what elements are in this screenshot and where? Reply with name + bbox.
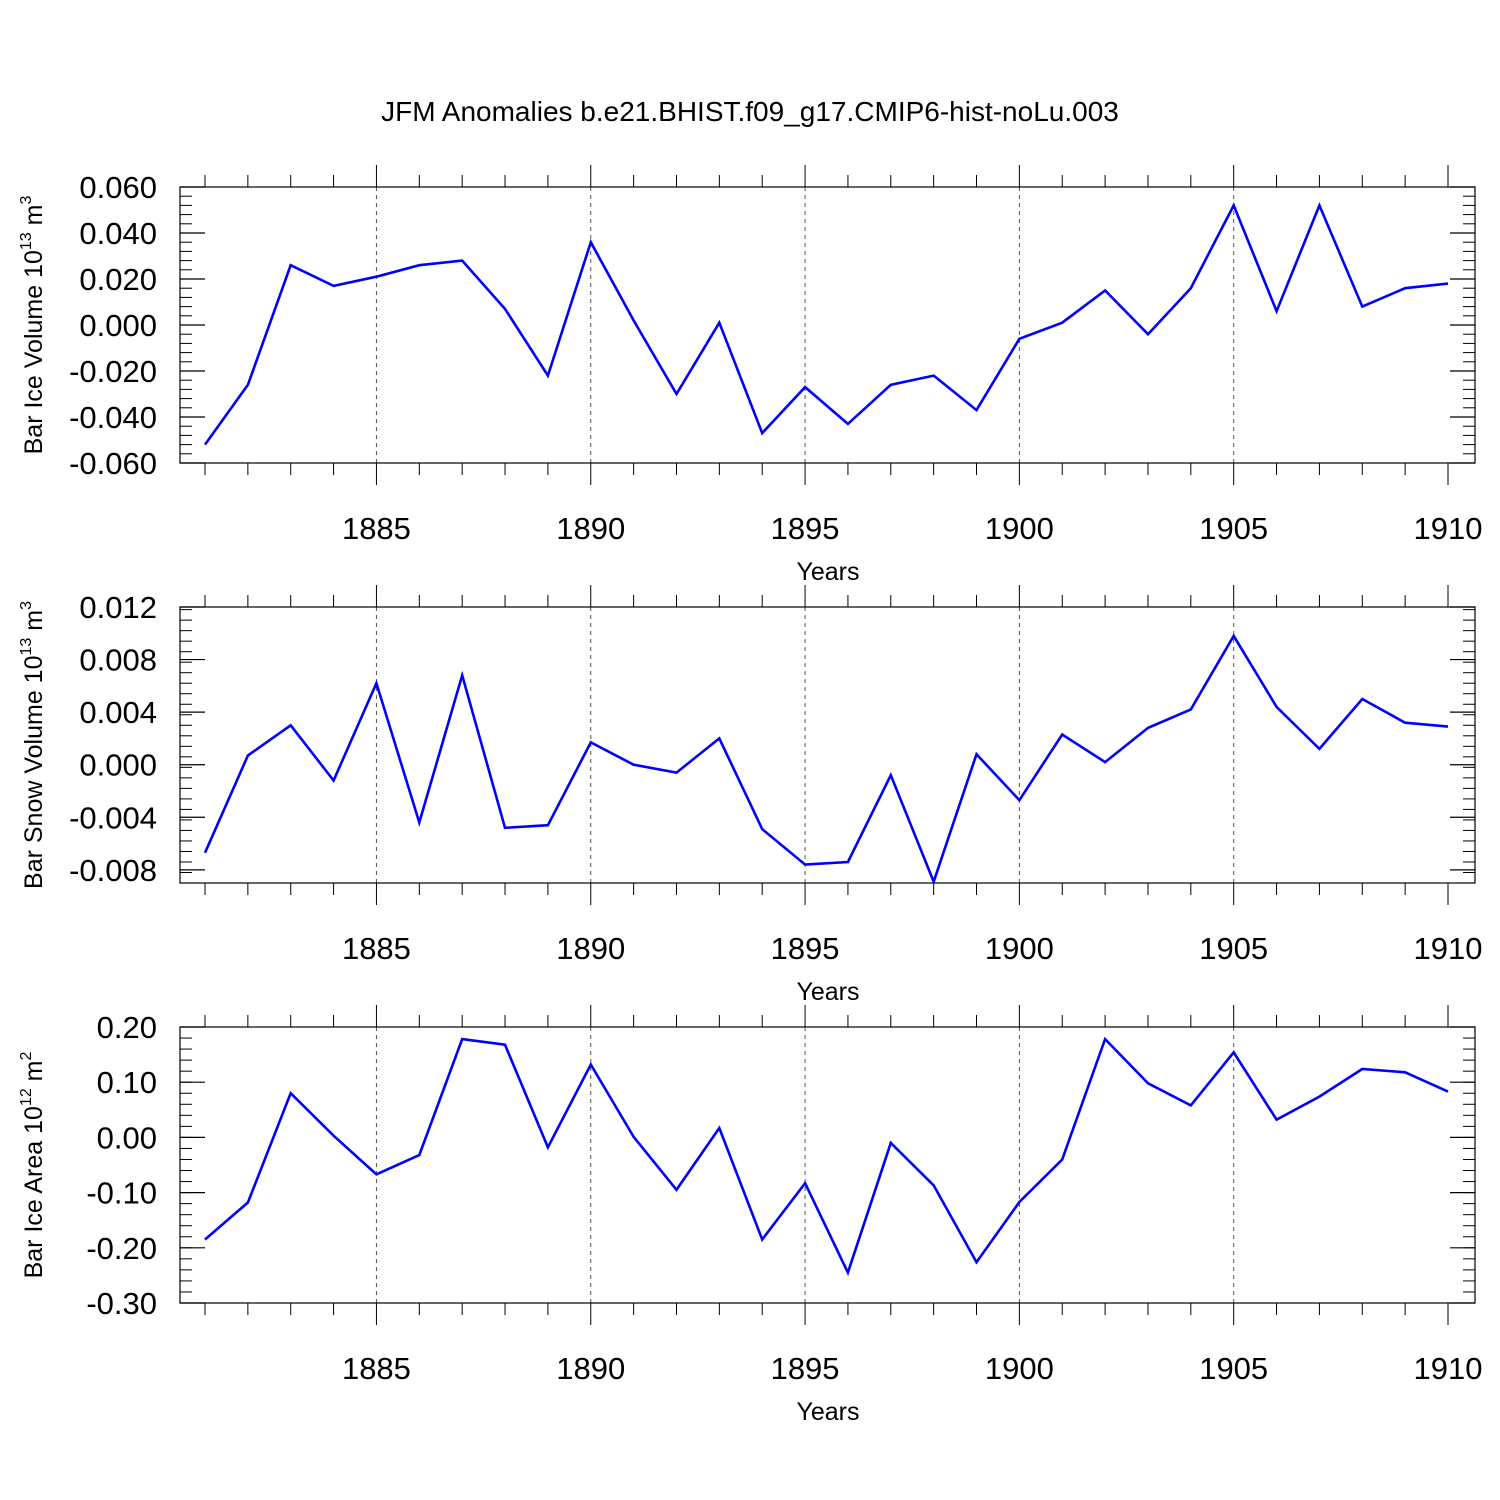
y-tick-label: 0.20	[97, 1010, 157, 1045]
plot-frame	[179, 1026, 1476, 1304]
y-axis-label-part: m	[20, 1061, 48, 1089]
y-axis-label: Bar Ice Volume 1013 m3	[18, 196, 48, 455]
y-tick-label: 0.012	[79, 590, 157, 625]
y-axis-label-superscript: 13	[18, 638, 35, 656]
y-axis-label-superscript: 2	[18, 1052, 35, 1061]
y-axis-label-part: m	[20, 610, 48, 638]
y-axis-label-part: Bar Snow Volume 10	[20, 656, 48, 889]
x-tick-label: 1900	[985, 511, 1054, 546]
x-tick-label: 1905	[1199, 931, 1268, 966]
y-tick-label: -0.040	[69, 400, 157, 435]
y-tick-label: 0.004	[79, 695, 157, 730]
x-tick-label: 1890	[556, 931, 625, 966]
series-line	[203, 633, 1449, 886]
x-tick-label: 1905	[1199, 1351, 1268, 1386]
x-tick-label: 1885	[342, 931, 411, 966]
y-axis-label-superscript: 3	[18, 601, 35, 610]
y-tick-label: -0.20	[86, 1231, 157, 1266]
y-tick-label: 0.008	[79, 643, 157, 678]
y-axis-label: Bar Ice Area 1012 m2	[18, 1052, 48, 1279]
y-axis-label: Bar Snow Volume 1013 m3	[18, 601, 48, 889]
chart-panel-3: -0.30 -0.20 -0.10 0.00 0.10 0.20 1885 1890 1895 1…	[18, 1005, 1482, 1426]
x-tick-label: 1900	[985, 931, 1054, 966]
y-axis-label-part: Bar Ice Volume 10	[20, 250, 48, 454]
y-axis-label-superscript: 13	[18, 232, 35, 250]
x-tick-label: 1905	[1199, 511, 1268, 546]
x-tick-label: 1895	[771, 1351, 840, 1386]
y-tick-label: 0.060	[79, 170, 157, 205]
y-tick-label: -0.008	[69, 853, 157, 888]
y-tick-label: -0.10	[86, 1176, 157, 1211]
x-tick-label: 1885	[342, 1351, 411, 1386]
y-axis-label-part: Bar Ice Area 10	[20, 1106, 48, 1278]
x-tick-label: 1895	[771, 931, 840, 966]
x-tick-label: 1910	[1414, 511, 1483, 546]
y-tick-label: 0.000	[79, 308, 157, 343]
y-axis-label-superscript: 12	[18, 1088, 35, 1106]
x-tick-label: 1910	[1414, 931, 1483, 966]
plot-frame	[179, 186, 1476, 464]
y-tick-label: -0.004	[69, 800, 157, 835]
chart-panel-2: -0.008 -0.004 0.000 0.004 0.008 0.012 1885 1890…	[18, 585, 1482, 1006]
series-line	[203, 202, 1449, 446]
y-tick-label: 0.040	[79, 216, 157, 251]
y-tick-label: -0.020	[69, 354, 157, 389]
x-tick-label: 1890	[556, 511, 625, 546]
x-tick-label: 1910	[1414, 1351, 1483, 1386]
y-tick-label: 0.10	[97, 1065, 157, 1100]
x-tick-label: 1890	[556, 1351, 625, 1386]
x-axis-label: Years	[796, 978, 859, 1006]
x-tick-label: 1900	[985, 1351, 1054, 1386]
plot-frame	[179, 606, 1476, 884]
y-tick-label: -0.060	[69, 446, 157, 481]
y-tick-label: -0.30	[86, 1286, 157, 1321]
x-tick-label: 1895	[771, 511, 840, 546]
x-tick-label: 1885	[342, 511, 411, 546]
y-tick-label: 0.000	[79, 748, 157, 783]
y-axis-label-superscript: 3	[18, 196, 35, 205]
y-tick-label: 0.00	[97, 1120, 157, 1155]
y-tick-label: 0.020	[79, 262, 157, 297]
figure-title: JFM Anomalies b.e21.BHIST.f09_g17.CMIP6-…	[381, 96, 1119, 127]
chart-panel-1: -0.060 -0.040 -0.020 0.000 0.020 0.040 0.060 18…	[18, 165, 1482, 586]
x-axis-label: Years	[796, 558, 859, 586]
y-axis-label-part: m	[20, 205, 48, 233]
x-axis-label: Years	[796, 1398, 859, 1426]
series-line	[204, 1036, 1449, 1277]
